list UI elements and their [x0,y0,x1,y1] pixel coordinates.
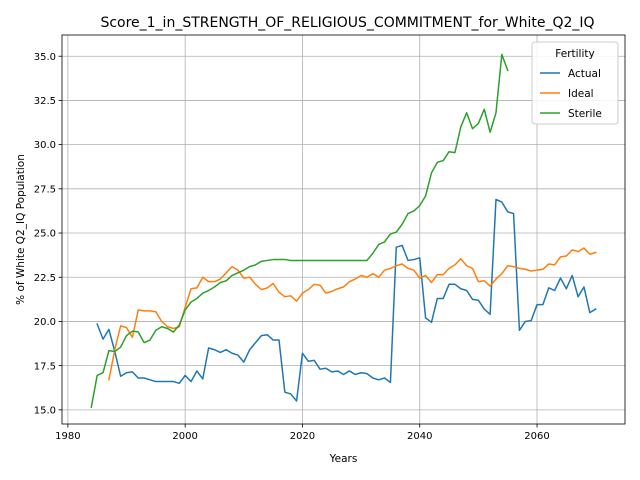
legend-label-actual: Actual [568,68,601,80]
x-axis-label: Years [329,453,358,465]
y-tick-label: 35.0 [34,52,56,63]
axes-frame [61,34,626,425]
legend-label-sterile: Sterile [568,108,602,120]
series-layer [90,53,597,409]
legend-box [531,41,619,125]
y-tick-label: 20.0 [34,317,56,328]
legend-label-ideal: Ideal [568,88,594,100]
y-axis-label: % of White Q2_IQ Population [15,154,27,305]
y-tick-label: 15.0 [34,405,56,416]
x-tick-label: 2060 [524,431,549,442]
x-tick-label: 2000 [172,431,197,442]
legend-entries: Actual Ideal Sterile [540,68,602,120]
y-tick-label: 22.5 [34,273,56,284]
series-line-actual [96,198,597,402]
grid [62,35,625,424]
y-tick-label: 25.0 [34,229,56,240]
x-tick-label: 2040 [407,431,432,442]
y-tick-label: 27.5 [34,184,56,195]
y-tick-label: 32.5 [34,96,56,107]
chart-title: Score_1_in_STRENGTH_OF_RELIGIOUS_COMMITM… [100,15,594,31]
legend-title: Fertility [555,48,594,60]
y-tick-label: 17.5 [34,361,56,372]
y-tick-label: 30.0 [34,140,56,151]
legend: Fertility Actual Ideal Sterile [531,41,619,125]
ticks: 1980 2000 2020 2040 2060 15.0 17.5 20.0 22.5 25.0… [34,52,550,442]
series-line-ideal [108,247,597,381]
x-tick-label: 2020 [290,431,315,442]
series-line-sterile [90,53,509,409]
x-tick-label: 1980 [55,431,80,442]
